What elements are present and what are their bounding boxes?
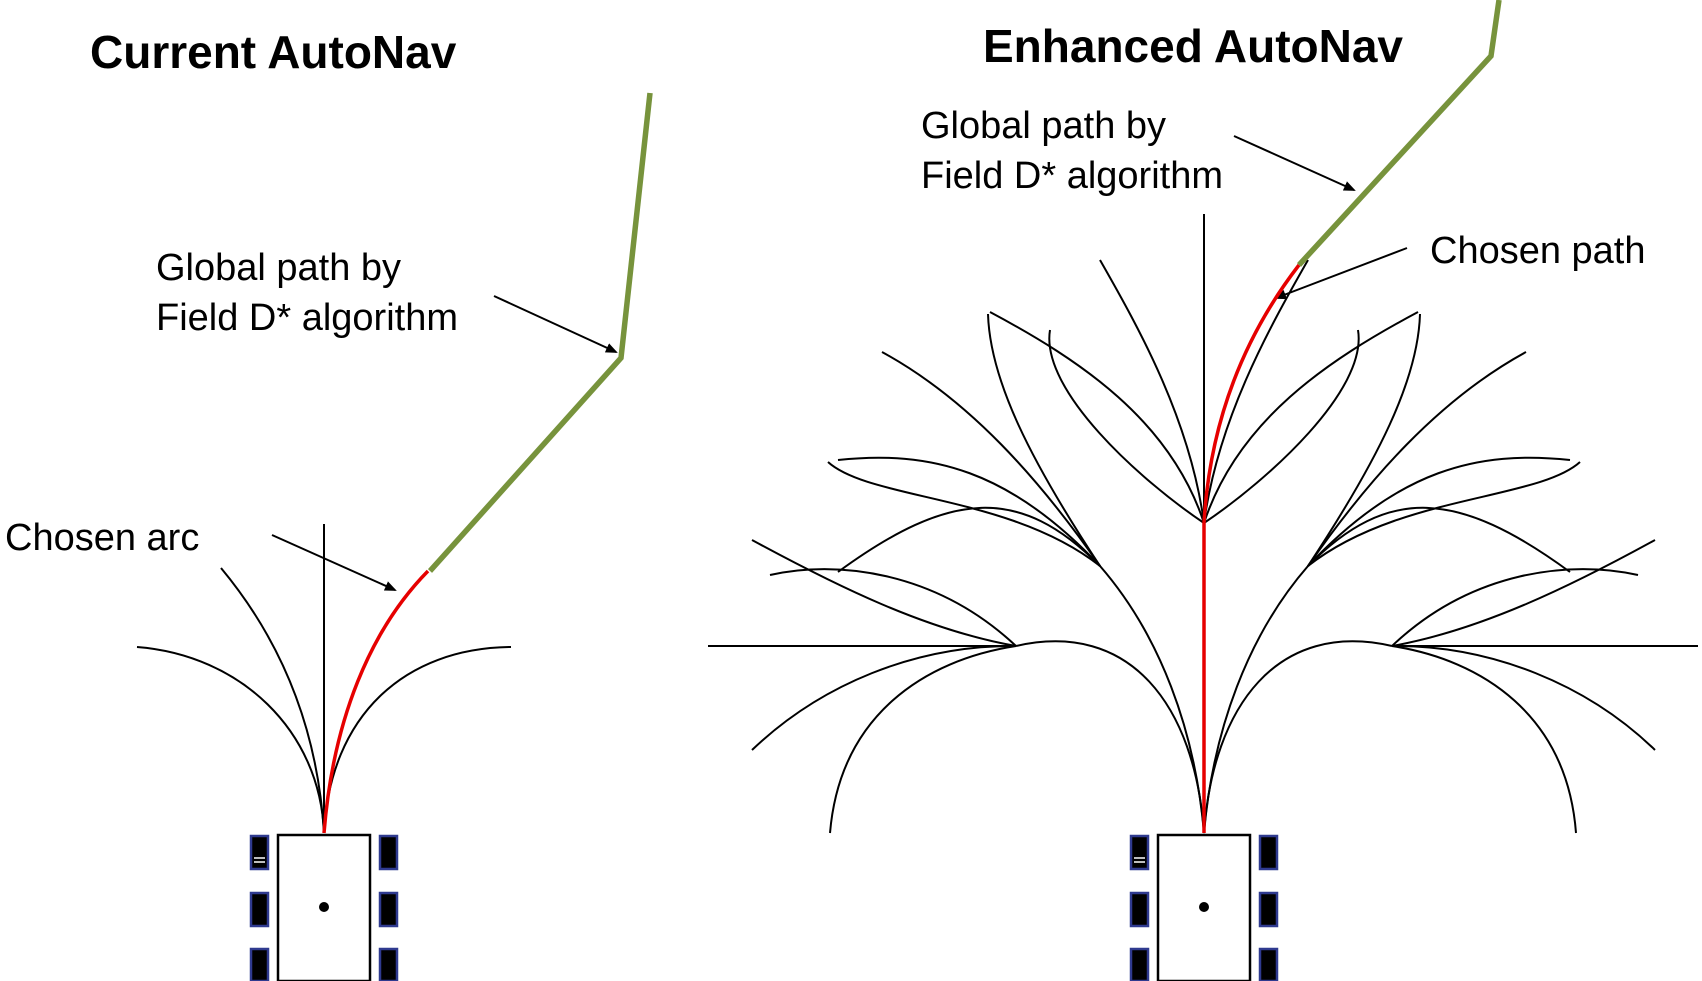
candidate-path	[1391, 644, 1656, 751]
left-candidate-arcs	[136, 524, 512, 834]
rover-wheel	[1129, 891, 1150, 928]
rover-wheel	[1129, 947, 1150, 981]
left-global-path-label-line2: Field D* algorithm	[156, 297, 458, 339]
right-chosen-path-label: Chosen path	[1430, 230, 1646, 272]
candidate-path	[1203, 640, 1393, 834]
right-global-path-label-line2: Field D* algorithm	[921, 155, 1223, 197]
chosen-path	[1202, 263, 1301, 833]
candidate-path	[827, 461, 1101, 567]
rover-wheel	[249, 891, 270, 928]
rover-wheel	[378, 891, 399, 928]
candidate-path	[989, 311, 1205, 524]
rover-wheel	[249, 834, 270, 871]
right-global-path	[1296, 0, 1502, 267]
right-rover	[1129, 833, 1279, 981]
left-chosen-arc-pointer	[271, 534, 397, 591]
candidate-path	[829, 645, 1017, 834]
candidate-path	[1099, 565, 1205, 834]
candidate-path	[1203, 329, 1360, 524]
rover-wheel	[1258, 947, 1279, 981]
candidate-path	[1307, 506, 1571, 573]
candidate-arc	[323, 646, 512, 834]
candidate-arc	[136, 646, 325, 834]
candidate-path	[1203, 565, 1309, 834]
rover-wheel	[378, 947, 399, 981]
candidate-path	[1307, 351, 1527, 567]
candidate-path	[1048, 329, 1205, 524]
left-panel-title: Current AutoNav	[90, 26, 457, 78]
left-rover	[249, 833, 399, 981]
rover-wheel	[378, 834, 399, 871]
left-chosen-arc-label: Chosen arc	[5, 517, 199, 559]
candidate-path	[1203, 311, 1419, 524]
rover-wheel	[1258, 891, 1279, 928]
left-global-path-pointer	[493, 295, 618, 353]
candidate-path	[751, 644, 1017, 751]
candidate-path	[1307, 461, 1581, 567]
right-panel-title: Enhanced AutoNav	[983, 20, 1403, 72]
right-global-path-pointer	[1233, 135, 1356, 191]
right-chosen-path-pointer	[1274, 247, 1408, 300]
candidate-path	[1203, 259, 1309, 524]
candidate-path	[1099, 259, 1205, 524]
rover-center-dot	[319, 902, 329, 912]
candidate-path	[1307, 313, 1421, 567]
rover-wheel	[249, 947, 270, 981]
candidate-arc	[220, 567, 325, 834]
candidate-path	[1391, 539, 1656, 647]
rover-wheel	[1129, 834, 1150, 871]
candidate-path	[1391, 568, 1639, 647]
candidate-path	[769, 568, 1017, 647]
left-global-path	[427, 92, 653, 573]
right-panel-enhanced-autonav: Enhanced AutoNav Global path by Field D*…	[708, 0, 1698, 981]
rover-center-dot	[1199, 902, 1209, 912]
candidate-path	[751, 539, 1017, 647]
candidate-path	[881, 351, 1101, 567]
candidate-path	[1015, 640, 1205, 834]
right-candidate-tree	[708, 214, 1698, 834]
rover-wheel	[1258, 834, 1279, 871]
left-panel-current-autonav: Current AutoNav Global path by Field D* …	[5, 26, 653, 981]
right-global-path-label-line1: Global path by	[921, 105, 1166, 147]
candidate-path	[1391, 645, 1577, 834]
candidate-path	[837, 456, 1101, 567]
chosen-arc	[322, 569, 430, 834]
left-global-path-label-line1: Global path by	[156, 247, 401, 289]
candidate-path	[987, 313, 1101, 567]
candidate-path	[1307, 456, 1571, 567]
candidate-path	[837, 506, 1101, 573]
